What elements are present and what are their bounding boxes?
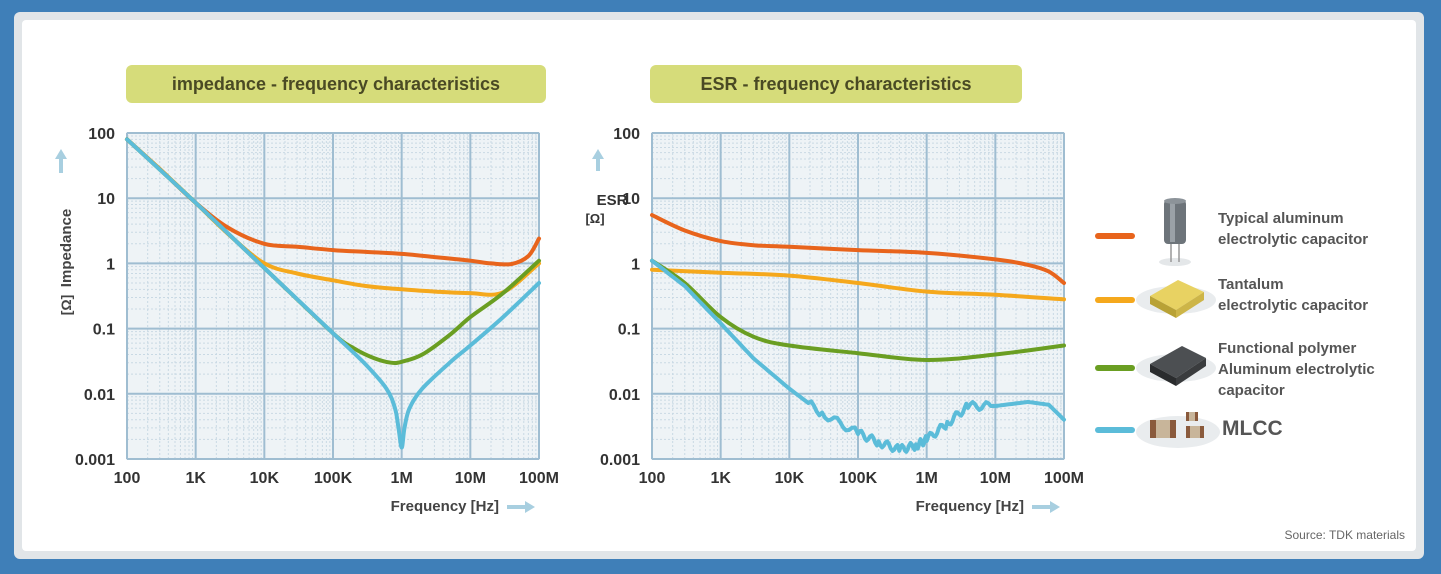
legend-label-line: Tantalum <box>1218 276 1284 293</box>
y-axis-arrow-icon <box>55 149 67 173</box>
legend-label-line: Aluminum electrolytic <box>1218 361 1375 378</box>
legend-label-line: electrolytic capacitor <box>1218 231 1369 248</box>
polymer-capacitor-side <box>1150 364 1176 386</box>
chart1-title: impedance - frequency characteristics <box>126 65 546 103</box>
x-tick-label: 1M <box>916 470 938 487</box>
y-axis-arrow-icon <box>592 149 604 171</box>
x-tick-label: 100M <box>1044 470 1084 487</box>
mlcc-terminal <box>1170 420 1176 438</box>
x-axis-label: Frequency [Hz] <box>916 498 1024 515</box>
aluminum-capacitor-top <box>1164 198 1186 204</box>
polymer-capacitor-side <box>1176 358 1206 386</box>
x-tick-label: 100 <box>114 470 141 487</box>
x-tick-label: 100K <box>314 470 353 487</box>
chart2-title: ESR - frequency characteristics <box>650 65 1022 103</box>
mlcc-terminal <box>1195 412 1198 421</box>
y-axis-unit: [Ω] <box>58 295 74 316</box>
x-axis-arrow-icon <box>1032 501 1060 513</box>
x-axis-label: Frequency [Hz] <box>391 498 499 515</box>
y-tick-label: 1 <box>631 256 640 273</box>
legend-label-line: capacitor <box>1218 382 1285 399</box>
y-tick-label: 100 <box>88 126 115 143</box>
polymer-capacitor-icon <box>1150 346 1206 378</box>
legend-label-tantalum: Tantalum electrolytic capacitor <box>1218 274 1368 316</box>
y-axis-unit: [Ω] <box>585 211 604 226</box>
x-tick-label: 1K <box>710 470 731 487</box>
legend-swatches <box>1095 198 1220 448</box>
series-line <box>650 213 1066 285</box>
chip-shadow <box>1136 416 1220 448</box>
tantalum-capacitor-side <box>1150 296 1176 318</box>
y-tick-label: 0.01 <box>84 387 115 404</box>
x-tick-label: 10K <box>250 470 280 487</box>
x-tick-label: 10M <box>980 470 1011 487</box>
legend-label-polymer: Functional polymer Aluminum electrolytic… <box>1218 338 1375 401</box>
impedance-chart: 100 1K 10K 100K 1M 10M 100M 100 10 1 0.1 0.01 0.001 F… <box>55 126 559 515</box>
mlcc-icon <box>1186 426 1204 438</box>
tantalum-capacitor-icon <box>1150 280 1204 310</box>
y-axis-label: ESR <box>597 192 628 209</box>
legend-label-line: Functional polymer <box>1218 340 1357 357</box>
x-tick-label: 1K <box>185 470 206 487</box>
y-tick-label: 10 <box>97 191 115 208</box>
x-tick-label: 100 <box>639 470 666 487</box>
series-line <box>650 267 1066 302</box>
x-tick-label: 1M <box>391 470 413 487</box>
y-tick-label: 1 <box>106 256 115 273</box>
x-axis-arrow-icon <box>507 501 535 513</box>
y-tick-label: 0.001 <box>75 452 115 469</box>
legend-label-aluminum: Typical aluminum electrolytic capacitor <box>1218 208 1368 250</box>
mlcc-terminal <box>1200 426 1204 438</box>
y-axis-label: Impedance <box>58 209 75 287</box>
series-line <box>650 258 1066 363</box>
source-note: Source: TDK materials <box>1284 528 1406 542</box>
y-tick-label: 0.1 <box>93 322 115 339</box>
capacitor-shadow <box>1159 258 1191 266</box>
tantalum-capacitor-side <box>1176 292 1204 318</box>
mlcc-terminal <box>1186 412 1189 421</box>
y-tick-label: 100 <box>613 126 640 143</box>
y-tick-label: 10 <box>622 191 640 208</box>
y-tick-label: 0.1 <box>618 322 640 339</box>
x-tick-label: 100K <box>839 470 878 487</box>
legend-label-line: MLCC <box>1222 417 1283 440</box>
x-tick-label: 10K <box>775 470 805 487</box>
mlcc-icon <box>1150 420 1176 438</box>
mlcc-terminal <box>1186 426 1190 438</box>
esr-chart: 100 1K 10K 100K 1M 10M 100M 100 10 1 0.1 0.01 0.001 F… <box>585 126 1084 515</box>
x-tick-label: 10M <box>455 470 486 487</box>
legend-label-line: Typical aluminum <box>1218 210 1344 227</box>
legend-label-line: electrolytic capacitor <box>1218 297 1369 314</box>
x-tick-label: 100M <box>519 470 559 487</box>
series-line <box>650 258 1066 454</box>
legend-label-mlcc: MLCC <box>1222 418 1283 439</box>
y-tick-label: 0.01 <box>609 387 640 404</box>
aluminum-capacitor-highlight <box>1170 202 1175 242</box>
series-line <box>125 137 541 450</box>
mlcc-terminal <box>1150 420 1156 438</box>
y-tick-label: 0.001 <box>600 452 640 469</box>
